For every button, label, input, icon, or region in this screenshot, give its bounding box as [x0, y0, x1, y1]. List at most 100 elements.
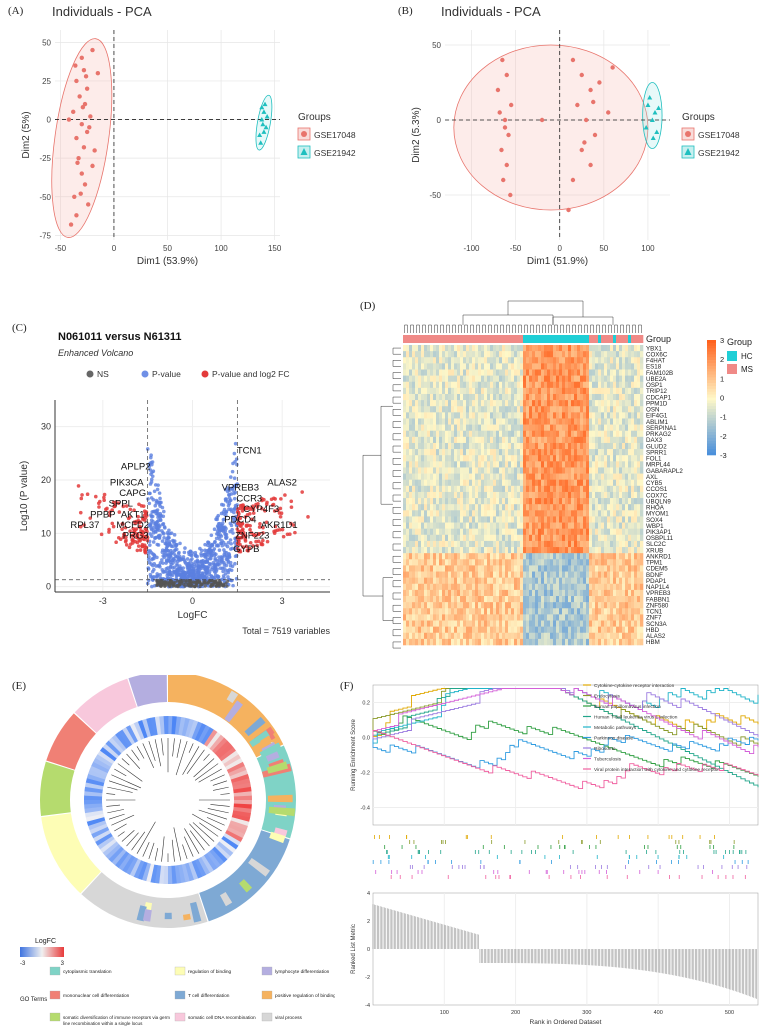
heatmap-cell	[466, 516, 470, 523]
x-tick-label: 0	[190, 596, 195, 606]
heatmap-cell	[454, 418, 458, 425]
heatmap-cell	[628, 393, 632, 401]
heatmap-cell	[613, 491, 617, 499]
heatmap-cell	[508, 449, 512, 456]
heatmap-cell	[439, 485, 443, 493]
heatmap-cell	[598, 583, 602, 591]
heatmap-cell	[544, 387, 548, 395]
heatmap-cell	[601, 577, 605, 585]
heatmap-cell	[556, 436, 560, 444]
heatmap-cell	[580, 467, 584, 474]
data-point	[506, 132, 511, 138]
heatmap-cell	[466, 455, 470, 462]
pvalue-point	[223, 529, 228, 533]
heatmap-cell	[427, 381, 431, 389]
heatmap-cell	[613, 351, 617, 358]
pvalue-point	[163, 526, 167, 530]
heatmap-cell	[556, 381, 560, 389]
heatmap-cell	[421, 473, 425, 480]
data-point	[570, 177, 576, 183]
heatmap-cell	[412, 375, 416, 383]
heatmap-cell	[547, 449, 551, 456]
heatmap-cell	[430, 504, 434, 511]
heatmap-cell	[439, 516, 443, 523]
heatmap-cell	[457, 553, 461, 560]
heatmap-cell	[622, 461, 626, 468]
heatmap-cell	[529, 400, 533, 407]
legend-label: P-value	[152, 369, 181, 379]
heatmap-cell	[418, 387, 422, 395]
heatmap-cell	[484, 381, 488, 389]
heatmap-cell	[601, 485, 605, 493]
pvalue-point	[152, 554, 157, 558]
heatmap-cell	[502, 504, 506, 511]
heatmap-cell	[580, 559, 584, 566]
heatmap-cell	[514, 491, 518, 499]
pvalue-point	[151, 469, 156, 474]
heatmap-cell	[463, 534, 467, 542]
heatmap-cell	[589, 547, 593, 554]
heatmap-cell	[517, 363, 521, 370]
pvalue-point	[155, 508, 160, 512]
heatmap-cell	[481, 387, 485, 395]
heatmap-cell	[511, 400, 515, 407]
heatmap-cell	[460, 412, 464, 419]
heatmap-cell	[631, 577, 635, 585]
heatmap-cell	[436, 565, 440, 572]
heatmap-cell	[634, 406, 638, 413]
heatmap-cell	[637, 528, 641, 536]
heatmap-cell	[412, 418, 416, 425]
heatmap-cell	[589, 559, 593, 566]
heatmap-cell	[418, 381, 422, 389]
heatmap-cell	[403, 571, 407, 578]
heatmap-cell	[565, 406, 569, 413]
x-tick-label: 0	[557, 244, 562, 253]
heatmap-cell	[583, 345, 587, 352]
heatmap-cell	[442, 583, 446, 591]
heatmap-cell	[415, 357, 419, 364]
sig-point	[248, 540, 253, 545]
heatmap-cell	[472, 393, 476, 401]
heatmap-cell	[580, 510, 584, 517]
heatmap-cell	[409, 412, 413, 419]
heatmap-cell	[586, 369, 590, 376]
heatmap-cell	[493, 351, 497, 358]
heatmap-cell	[574, 430, 578, 438]
heatmap-cell	[493, 589, 497, 597]
pvalue-point	[160, 539, 165, 543]
heatmap-cell	[604, 387, 608, 395]
heatmap-cell	[487, 510, 491, 517]
heatmap-cell	[436, 473, 440, 480]
ns-point	[190, 584, 194, 588]
pvalue-point	[192, 565, 197, 569]
heatmap-cell	[493, 363, 497, 370]
heatmap-cell	[505, 461, 509, 468]
heatmap-cell	[595, 442, 599, 450]
heatmap-cell	[475, 387, 479, 395]
heatmap-cell	[601, 602, 605, 609]
heatmap-cell	[487, 467, 491, 474]
heatmap-cell	[406, 381, 410, 389]
heatmap-cell	[430, 351, 434, 358]
data-point	[76, 155, 81, 161]
heatmap-cell	[406, 418, 410, 425]
heatmap-cell	[640, 479, 644, 487]
pvalue-point	[199, 551, 203, 556]
heatmap-cell	[625, 387, 629, 395]
heatmap-cell	[541, 553, 545, 560]
heatmap-cell	[571, 449, 575, 456]
heatmap-cell	[442, 351, 446, 358]
heatmap-cell	[472, 602, 476, 609]
heatmap-cell	[619, 442, 623, 450]
heatmap-cell	[445, 424, 449, 432]
heatmap-cell	[541, 357, 545, 364]
heatmap-cell	[448, 400, 452, 407]
heatmap-cell	[469, 381, 473, 389]
heatmap-cell	[430, 522, 434, 529]
heatmap-cell	[466, 540, 470, 548]
heatmap-cell	[640, 442, 644, 450]
heatmap-cell	[478, 345, 482, 352]
heatmap-cell	[547, 418, 551, 425]
heatmap-cell	[541, 491, 545, 499]
pvalue-point	[234, 457, 239, 461]
